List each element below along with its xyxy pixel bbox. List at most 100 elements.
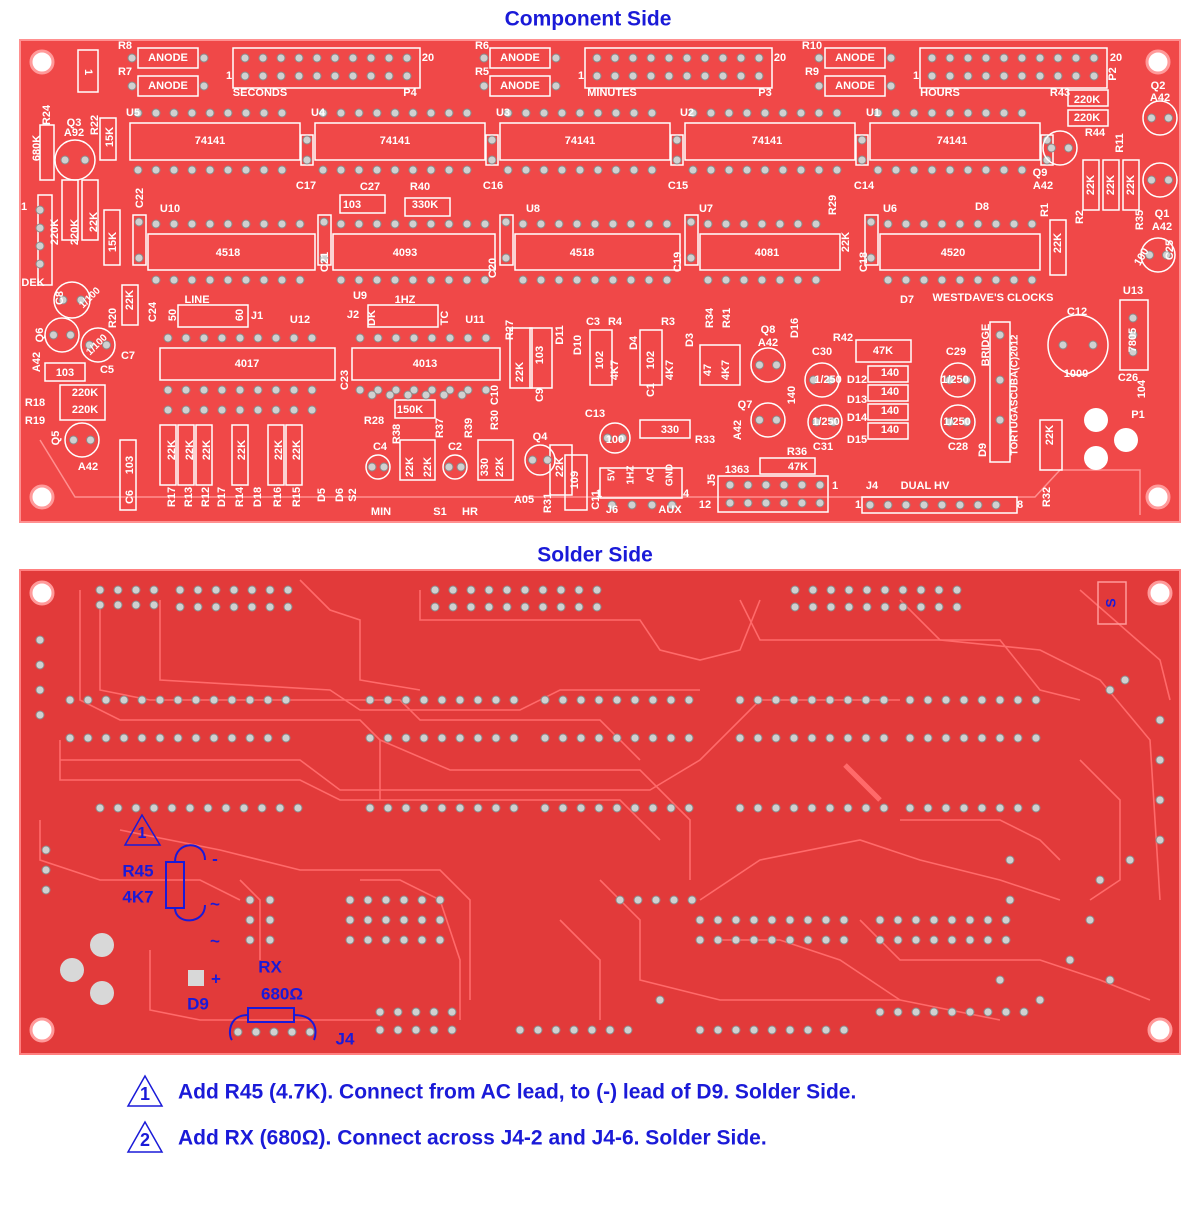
pcb-label: 103 (534, 346, 546, 364)
pad (205, 108, 215, 118)
pad (839, 1025, 849, 1035)
pcb-label: R40 (410, 181, 430, 193)
pcb-label: A42 (78, 461, 98, 473)
pcb-label: R30 (489, 410, 501, 430)
pcb-label: C27 (360, 181, 380, 193)
pad (419, 695, 429, 705)
pad (265, 602, 275, 612)
pad (612, 733, 622, 743)
pad (576, 803, 586, 813)
pcb-label: A05 (514, 494, 534, 506)
pad (399, 915, 409, 925)
pcb-label: J6 (606, 504, 618, 516)
pad (366, 71, 376, 81)
pad (700, 71, 710, 81)
component-layer (29, 47, 1178, 515)
pad (937, 275, 947, 285)
pcb-label: A42 (732, 420, 744, 440)
pad (775, 275, 785, 285)
pad (731, 1025, 741, 1035)
pad (217, 333, 227, 343)
outline (509, 327, 533, 389)
pad (618, 433, 627, 443)
pad (1128, 313, 1138, 323)
pad (803, 1025, 813, 1035)
pad (540, 733, 550, 743)
pad (456, 462, 466, 472)
pad (927, 71, 937, 81)
pad (169, 275, 179, 285)
outline (394, 399, 436, 419)
pad (253, 333, 263, 343)
pad (965, 915, 975, 925)
pcb-label: 220K (72, 387, 98, 399)
pad (227, 733, 237, 743)
pad (127, 53, 137, 63)
pad (572, 219, 582, 229)
pad (191, 733, 201, 743)
pad (419, 733, 429, 743)
pad (83, 695, 93, 705)
pad (771, 733, 781, 743)
pcb-label: 4518 (216, 247, 240, 259)
pad (435, 915, 445, 925)
pcb-label: C24 (147, 301, 159, 322)
pcb-label: D15 (847, 434, 867, 446)
pcb-label: R27 (504, 320, 516, 340)
pad (455, 733, 465, 743)
pad (199, 405, 209, 415)
pad (479, 81, 489, 91)
note-marker (126, 1074, 164, 1107)
outline (119, 439, 137, 511)
pad (263, 695, 273, 705)
pad (307, 333, 317, 343)
pcb-label: TC (439, 311, 451, 326)
pad (426, 219, 436, 229)
pad (240, 71, 250, 81)
pad (80, 155, 90, 165)
pad (757, 275, 767, 285)
pcb-label: R19 (25, 415, 45, 427)
pad (857, 155, 867, 165)
pad (886, 81, 896, 91)
pad (761, 480, 771, 490)
pad (724, 108, 734, 118)
pcb-label: R12 (200, 487, 212, 507)
outline (159, 347, 336, 381)
pad (666, 695, 676, 705)
pcb-label: C5 (100, 364, 114, 376)
pcb-label: ANODE (500, 80, 540, 92)
pad (86, 435, 95, 445)
pad (646, 53, 656, 63)
pad (891, 165, 901, 175)
pad (209, 695, 219, 705)
trace (859, 919, 1151, 1001)
pcb-label: R3 (661, 316, 675, 328)
round-part (807, 404, 843, 440)
pad (355, 385, 365, 395)
pad (981, 53, 991, 63)
pcb-label: 74141 (752, 135, 783, 147)
pcb-label: D5 (316, 488, 328, 502)
pcb-label: C26 (1118, 372, 1138, 384)
pad (999, 53, 1009, 63)
note-text: Add R45 (4.7K). Connect from AC lead, to… (178, 1081, 856, 1104)
pad (785, 1025, 795, 1035)
pad (283, 585, 293, 595)
pad (1155, 835, 1165, 845)
pad (345, 935, 355, 945)
pcb-label: R5 (475, 66, 489, 78)
pad (775, 219, 785, 229)
pad (626, 275, 636, 285)
pad (235, 333, 245, 343)
outline (584, 47, 773, 89)
pad (473, 733, 483, 743)
pad (181, 333, 191, 343)
pad (725, 498, 735, 508)
pad (592, 53, 602, 63)
pad (755, 360, 764, 370)
marker (123, 813, 162, 846)
pad (662, 275, 672, 285)
pad (518, 219, 528, 229)
pad (401, 733, 411, 743)
